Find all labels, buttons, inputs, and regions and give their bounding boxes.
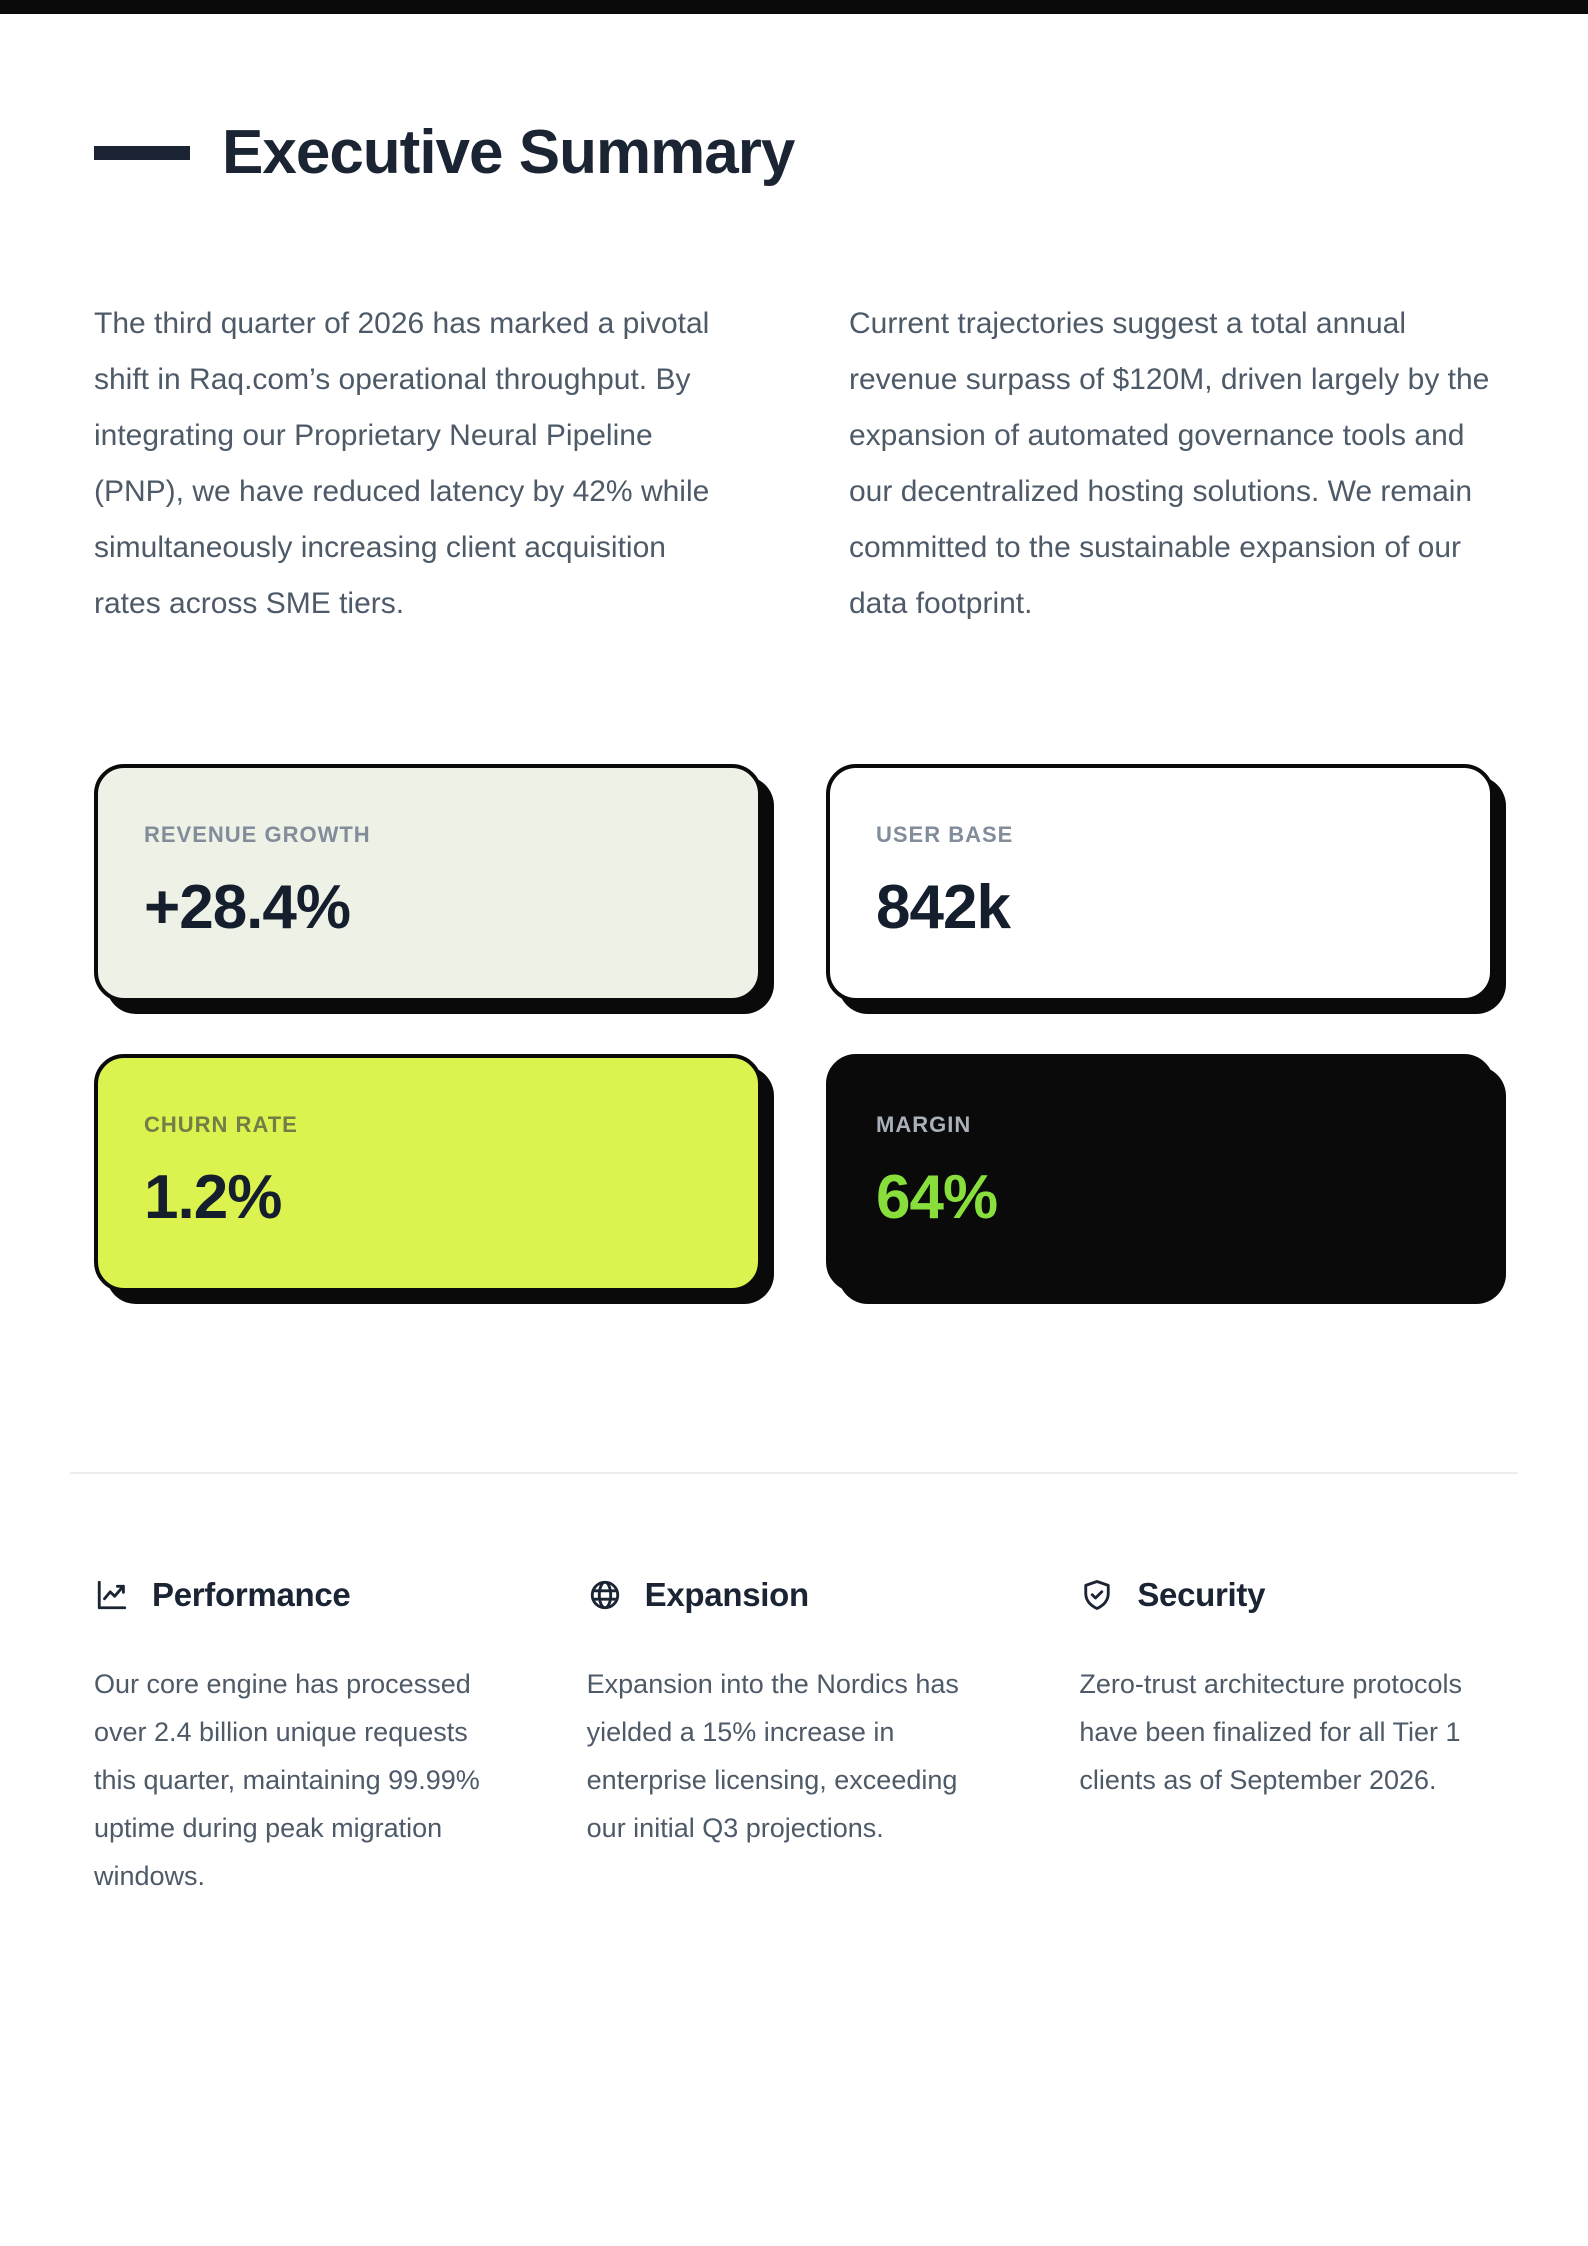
globe-icon [587, 1577, 623, 1613]
title-dash [94, 146, 190, 160]
page-header: Executive Summary [94, 118, 1494, 188]
metric-value: 1.2% [144, 1163, 282, 1232]
metric-value: +28.4% [144, 873, 351, 942]
feature-text: Our core engine has processed over 2.4 b… [94, 1669, 480, 1891]
metric-card-margin: MARGIN 64% [826, 1054, 1494, 1292]
intro-paragraph-left: The third quarter of 2026 has marked a p… [94, 307, 710, 620]
feature-header: Performance [94, 1576, 509, 1614]
intro-section: The third quarter of 2026 has marked a p… [94, 296, 1494, 632]
shield-check-icon [1079, 1577, 1115, 1613]
feature-title: Performance [152, 1576, 351, 1613]
feature-security: Security Zero-trust architecture protoco… [1079, 1576, 1494, 1900]
section-divider [70, 1472, 1518, 1474]
top-accent-bar [0, 0, 1588, 14]
feature-text: Zero-trust architecture protocols have b… [1079, 1669, 1462, 1795]
feature-title: Security [1137, 1576, 1266, 1613]
features-section: Performance Our core engine has processe… [94, 1576, 1494, 1900]
feature-text: Expansion into the Nordics has yielded a… [586, 1669, 959, 1843]
metric-label: CHURN RATE [144, 1112, 298, 1137]
report-page: Executive Summary The third quarter of 2… [0, 118, 1588, 1900]
metric-card-revenue-growth: REVENUE GROWTH +28.4% [94, 764, 762, 1002]
metric-card-churn-rate: CHURN RATE 1.2% [94, 1054, 762, 1292]
feature-header: Security [1079, 1576, 1494, 1614]
metrics-grid: REVENUE GROWTH +28.4% USER BASE 842k CHU… [94, 764, 1494, 1292]
intro-paragraph-right: Current trajectories suggest a total ann… [849, 307, 1490, 620]
feature-title: Expansion [644, 1576, 809, 1613]
metric-value: 64% [876, 1163, 998, 1232]
metric-value: 842k [876, 873, 1011, 942]
trend-chart-icon [94, 1577, 130, 1613]
feature-header: Expansion [587, 1576, 1002, 1614]
metric-label: USER BASE [876, 822, 1014, 847]
metric-label: REVENUE GROWTH [144, 822, 371, 847]
metric-label: MARGIN [876, 1112, 972, 1137]
feature-performance: Performance Our core engine has processe… [94, 1576, 509, 1900]
metric-card-user-base: USER BASE 842k [826, 764, 1494, 1002]
feature-expansion: Expansion Expansion into the Nordics has… [587, 1576, 1002, 1900]
page-title: Executive Summary [222, 118, 795, 187]
